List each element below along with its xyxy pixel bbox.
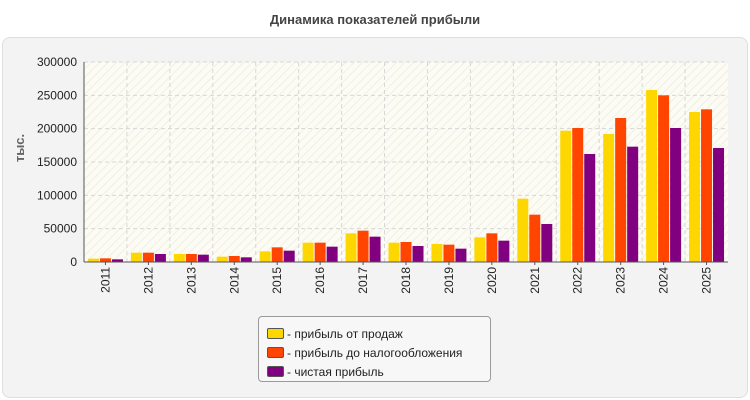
bar-2012-series-1: [142, 252, 154, 262]
bar-2013-series-1: [185, 254, 197, 262]
x-tick-label: 2018: [399, 267, 413, 294]
bar-2015-series-1: [271, 247, 283, 262]
bar-2025-series-0: [689, 112, 701, 262]
bar-2017-series-0: [345, 233, 357, 262]
legend-label-net-profit: - чистая прибыль: [287, 364, 384, 379]
x-tick-label: 2022: [571, 267, 585, 294]
bar-2014-series-2: [240, 257, 252, 262]
bar-2016-series-2: [326, 246, 338, 262]
x-tick-label: 2021: [528, 267, 542, 294]
x-tick-label: 2019: [442, 267, 456, 294]
bar-2022-series-0: [560, 130, 572, 262]
bar-2013-series-0: [173, 254, 185, 262]
bar-2022-series-2: [584, 154, 596, 262]
y-tick-label: 0: [70, 255, 77, 269]
bar-2022-series-1: [572, 128, 584, 262]
x-tick-label: 2013: [184, 267, 198, 294]
x-tick-label: 2012: [141, 267, 155, 294]
bar-2015-series-0: [259, 251, 271, 262]
legend: - прибыль от продаж - прибыль до налогоо…: [258, 316, 491, 382]
bar-2016-series-1: [314, 242, 326, 262]
bar-2013-series-2: [197, 254, 209, 262]
bar-2019-series-1: [443, 244, 455, 262]
bar-2021-series-1: [529, 214, 541, 262]
bar-2020-series-2: [498, 240, 510, 262]
bar-2021-series-2: [541, 224, 553, 262]
bar-2015-series-2: [283, 250, 295, 262]
y-tick-label: 50000: [44, 222, 78, 236]
bar-2025-series-1: [701, 109, 713, 262]
x-tick-label: 2015: [270, 267, 284, 294]
legend-swatch-net-profit: [267, 366, 284, 377]
x-tick-label: 2016: [313, 267, 327, 294]
y-tick-label: 200000: [37, 122, 77, 136]
bar-2024-series-2: [670, 128, 682, 262]
bar-2019-series-0: [431, 244, 443, 262]
bar-2020-series-1: [486, 233, 498, 262]
bar-2024-series-0: [646, 90, 658, 262]
bar-2014-series-1: [228, 256, 240, 262]
bar-2019-series-2: [455, 248, 467, 262]
legend-label-sales-profit: - прибыль от продаж: [287, 326, 403, 341]
bar-2023-series-1: [615, 118, 627, 262]
bar-2014-series-0: [216, 256, 228, 262]
bar-2017-series-1: [357, 230, 369, 262]
x-tick-label: 2025: [700, 267, 714, 294]
bar-2011-series-0: [87, 258, 99, 262]
bar-2012-series-2: [154, 254, 166, 262]
x-tick-label: 2017: [356, 267, 370, 294]
bar-2021-series-0: [517, 198, 529, 262]
bar-2012-series-0: [130, 252, 142, 262]
legend-swatch-sales-profit: [267, 328, 284, 339]
bar-2023-series-2: [627, 146, 639, 262]
x-tick-label: 2023: [614, 267, 628, 294]
y-axis-label: тыс.: [12, 134, 27, 162]
y-tick-label: 250000: [37, 88, 77, 102]
bar-2018-series-1: [400, 242, 412, 262]
bar-2020-series-0: [474, 237, 486, 262]
bar-2018-series-2: [412, 246, 424, 262]
legend-label-pretax-profit: - прибыль до налогообложения: [287, 345, 463, 360]
grid: [84, 61, 728, 262]
x-tick-label: 2024: [657, 267, 671, 294]
bar-2017-series-2: [369, 236, 381, 262]
y-tick-label: 150000: [37, 155, 77, 169]
axes: 0 50000 100000 150000 200000 250000 300000 2011…: [37, 55, 728, 294]
bar-2025-series-2: [713, 148, 725, 262]
x-tick-label: 2011: [98, 267, 112, 293]
legend-item-sales-profit: - прибыль от продаж: [267, 324, 490, 343]
bar-2018-series-0: [388, 242, 400, 262]
y-tick-label: 300000: [37, 55, 77, 69]
bar-2011-series-2: [111, 259, 123, 262]
x-tick-label: 2020: [485, 267, 499, 294]
legend-item-net-profit: - чистая прибыль: [267, 362, 490, 381]
bar-2023-series-0: [603, 134, 615, 262]
bar-2011-series-1: [99, 258, 111, 262]
chart-title: Динамика показателей прибыли: [269, 12, 481, 27]
bar-2024-series-1: [658, 95, 670, 262]
bar-2016-series-0: [302, 242, 314, 262]
bars: [87, 90, 725, 262]
y-tick-label: 100000: [37, 188, 77, 202]
x-tick-label: 2014: [227, 267, 241, 294]
legend-item-pretax-profit: - прибыль до налогообложения: [267, 343, 490, 362]
legend-swatch-pretax-profit: [267, 347, 284, 358]
